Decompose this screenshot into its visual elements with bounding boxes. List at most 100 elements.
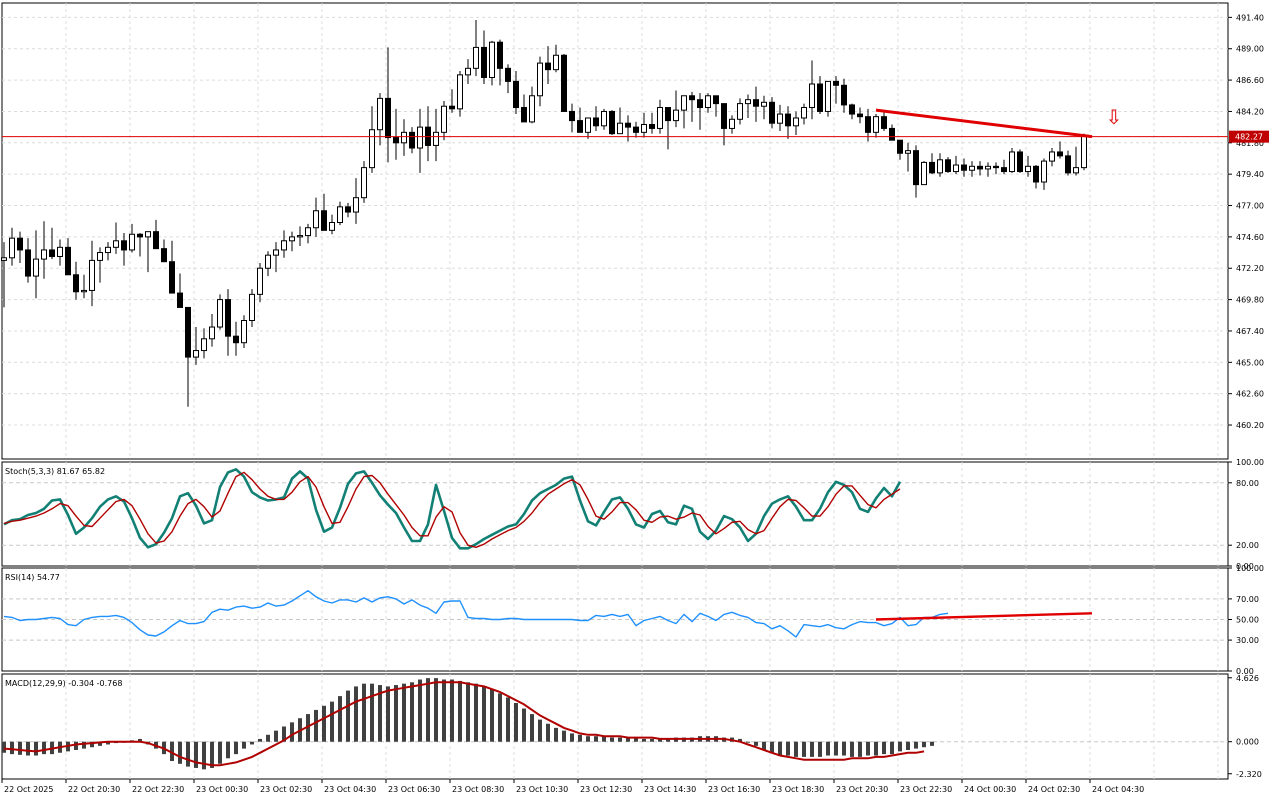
candle-bear xyxy=(1001,167,1007,173)
candle-bull xyxy=(273,249,279,256)
rsi-tick-label: 50.00 xyxy=(1236,616,1259,625)
macd-histogram-bar xyxy=(562,730,566,742)
macd-histogram-bar xyxy=(802,741,806,757)
macd-histogram-bar xyxy=(930,741,934,746)
macd-panel[interactable]: MACD(12,29,9) -0.304 -0.768 xyxy=(2,678,934,770)
macd-histogram-bar xyxy=(370,683,374,742)
candle-bull xyxy=(937,159,943,174)
candle-bull xyxy=(953,164,959,173)
candle-bull xyxy=(417,126,423,149)
candle-bull xyxy=(313,210,319,229)
macd-histogram-bar xyxy=(898,741,902,752)
macd-histogram-bar xyxy=(922,741,926,748)
macd-histogram-bar xyxy=(866,741,870,756)
price-tick-label: 462.60 xyxy=(1236,390,1264,399)
macd-histogram-bar xyxy=(754,741,758,746)
candle-bear xyxy=(137,233,143,238)
macd-histogram-bar xyxy=(434,678,438,742)
macd-histogram-bar xyxy=(18,741,22,755)
candle-bear xyxy=(593,117,599,127)
candle-bull xyxy=(369,129,375,169)
candle-bull xyxy=(1073,167,1079,174)
macd-histogram-bar xyxy=(26,741,30,756)
candle-bull xyxy=(241,320,247,344)
macd-histogram-bar xyxy=(530,714,534,742)
candle-bull xyxy=(1081,135,1087,169)
stoch-series-line xyxy=(3,467,902,550)
time-label: 23 Oct 10:30 xyxy=(516,785,568,794)
candle-bear xyxy=(545,62,551,71)
rsi-tick-label: 30.00 xyxy=(1236,636,1259,645)
macd-histogram-bar xyxy=(906,741,910,750)
candle-bear xyxy=(913,150,919,186)
candle-bear xyxy=(649,124,655,129)
price-panel[interactable]: ⇩ xyxy=(1,19,1229,407)
macd-histogram-bar xyxy=(386,686,390,742)
candle-bear xyxy=(1057,151,1063,157)
stoch-tick-label: 20.00 xyxy=(1236,541,1259,550)
macd-histogram-bar xyxy=(642,738,646,742)
candle-bull xyxy=(353,197,359,213)
macd-histogram-bar xyxy=(282,726,286,742)
macd-histogram-bar xyxy=(242,741,246,749)
price-tick-label: 477.00 xyxy=(1236,202,1264,211)
candle-bear xyxy=(49,249,55,257)
macd-histogram-bar xyxy=(378,685,382,742)
current-price-badge xyxy=(1229,130,1269,143)
candle-bull xyxy=(601,110,607,127)
time-label: 23 Oct 14:30 xyxy=(644,785,696,794)
candle-bull xyxy=(57,246,63,257)
candle-bull xyxy=(969,165,975,171)
candle-bull xyxy=(809,83,815,109)
candle-bull xyxy=(129,233,135,251)
candle-bull xyxy=(209,326,215,340)
candle-bear xyxy=(721,103,727,129)
candle-bear xyxy=(857,113,863,118)
macd-histogram-bar xyxy=(394,685,398,742)
time-label: 24 Oct 02:30 xyxy=(1028,785,1080,794)
rsi-panel[interactable]: RSI(14) 54.77 xyxy=(3,573,1093,638)
candle-bull xyxy=(89,259,95,291)
candle-bull xyxy=(1025,165,1031,173)
price-tick-label: 486.60 xyxy=(1236,76,1264,85)
candle-bull xyxy=(529,95,535,123)
candle-bear xyxy=(1033,165,1039,183)
macd-histogram-bar xyxy=(250,741,254,745)
stochastic-panel[interactable]: Stoch(5,3,3) 81.67 65.82 xyxy=(3,467,902,550)
candle-bull xyxy=(873,116,879,133)
macd-histogram-bar xyxy=(258,738,262,742)
candle-bull xyxy=(377,97,383,131)
candle-bull xyxy=(9,237,15,259)
candle-bear xyxy=(121,240,127,251)
candle-bear xyxy=(153,231,159,250)
candle-bull xyxy=(337,206,343,224)
price-tick-label: 484.20 xyxy=(1236,107,1264,116)
macd-histogram-bar xyxy=(178,741,182,764)
macd-histogram-bar xyxy=(10,741,14,755)
candle-bull xyxy=(441,105,447,133)
candle-bull xyxy=(537,62,543,97)
macd-histogram-bar xyxy=(138,738,142,742)
candle-bear xyxy=(833,80,839,86)
macd-histogram-bar xyxy=(778,741,782,756)
candle-bear xyxy=(17,237,23,251)
candle-bull xyxy=(745,99,751,105)
macd-signal-line xyxy=(3,681,925,767)
candle-bear xyxy=(977,165,983,170)
candle-bear xyxy=(713,95,719,105)
stoch-series-line xyxy=(3,471,901,548)
candle-bull xyxy=(81,289,87,293)
macd-histogram-bar xyxy=(290,722,294,742)
candle-bull xyxy=(329,222,335,231)
candle-bear xyxy=(849,104,855,115)
macd-histogram-bar xyxy=(410,682,414,742)
time-axis: 22 Oct 2025 22 Oct 20:30 22 Oct 22:30 23 Oc… xyxy=(1,779,1144,794)
time-label: 23 Oct 18:30 xyxy=(772,785,824,794)
macd-histogram-bar xyxy=(762,741,766,750)
candle-bull xyxy=(705,95,711,109)
macd-histogram-bar xyxy=(90,741,94,748)
macd-histogram-bar xyxy=(274,730,278,742)
price-tick-label: 472.20 xyxy=(1236,264,1264,273)
candle-bull xyxy=(217,299,223,328)
candle-bull xyxy=(113,240,119,248)
